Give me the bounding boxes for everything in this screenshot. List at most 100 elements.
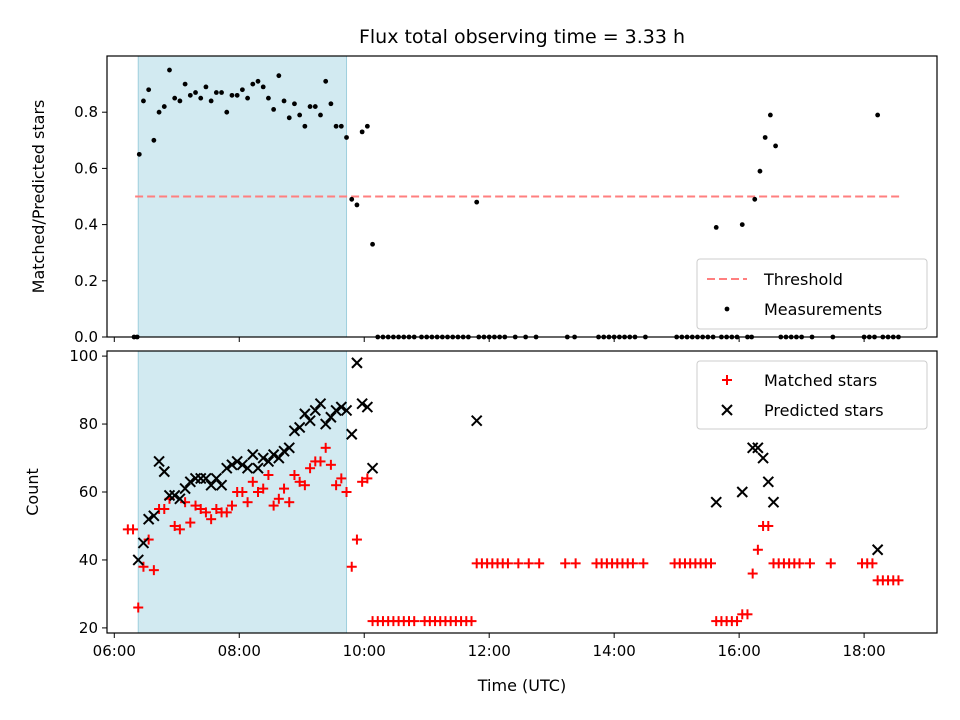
matched-star-point xyxy=(409,616,420,627)
matched-star-point xyxy=(195,503,206,514)
predicted-star-point xyxy=(366,462,379,474)
measurement-point xyxy=(281,98,287,104)
measurement-point xyxy=(167,67,172,73)
measurement-point xyxy=(767,112,773,118)
x-stroke-b xyxy=(226,459,238,471)
matched-star-point xyxy=(263,470,274,481)
predicted-star-point xyxy=(319,418,332,430)
matched-star-point xyxy=(284,497,295,508)
predicted-star-point xyxy=(871,544,884,556)
x-stroke-b xyxy=(168,489,181,502)
legend-measurements-label: Measurements xyxy=(764,300,882,319)
star-count-panel: 06:00 08:00 10:00 12:00 14:00 16:00 18:00 20 40 6… xyxy=(23,347,938,695)
x-tick-label: 18:00 xyxy=(842,642,885,660)
predicted-star-point xyxy=(231,455,243,468)
measurement-point xyxy=(229,92,235,98)
predicted-star-point xyxy=(757,452,769,464)
legend-plus-marker xyxy=(722,375,732,385)
matched-star-point xyxy=(732,616,743,627)
measurement-point xyxy=(292,101,297,107)
matched-star-point xyxy=(752,544,763,555)
x-tick-label: 08:00 xyxy=(218,642,261,660)
measurement-point xyxy=(302,123,308,129)
measurement-point xyxy=(271,106,277,112)
predicted-star-point xyxy=(195,472,207,485)
measurement-point xyxy=(255,78,261,84)
x-stroke-b xyxy=(299,408,311,420)
matched-star-point xyxy=(169,520,180,531)
measurement-point xyxy=(762,135,768,140)
measurement-point xyxy=(349,196,355,202)
x-stroke-b xyxy=(288,425,301,437)
x-stroke-b xyxy=(283,442,295,454)
predicted-star-point xyxy=(168,489,181,502)
predicted-star-point xyxy=(340,404,353,417)
measurement-point xyxy=(328,101,334,107)
predicted-star-point xyxy=(179,482,191,495)
matched-star-point xyxy=(534,558,545,569)
y-tick-label: 0.0 xyxy=(74,328,98,346)
x-stroke-b xyxy=(200,472,212,485)
matched-star-point xyxy=(336,473,347,484)
predicted-star-point xyxy=(158,465,170,478)
x-stroke-b xyxy=(361,401,374,413)
matched-star-point xyxy=(627,558,638,569)
matched-star-point xyxy=(159,503,170,514)
chart-title: Flux total observing time = 3.33 h xyxy=(359,26,685,48)
legend-matched-label: Matched stars xyxy=(764,371,877,390)
x-stroke-b xyxy=(210,472,223,485)
predicted-star-point xyxy=(132,554,144,566)
x-stroke-b xyxy=(304,414,316,427)
predicted-star-point xyxy=(252,462,264,474)
x-stroke-b xyxy=(179,482,191,495)
matched-star-point xyxy=(148,565,159,576)
x-stroke-b xyxy=(215,479,228,491)
x-stroke-b xyxy=(470,414,483,427)
legend-predicted-label: Predicted stars xyxy=(764,401,884,420)
x-stroke-b xyxy=(314,397,327,410)
matched-star-point xyxy=(346,561,357,572)
matched-star-point xyxy=(226,500,237,511)
matched-star-point xyxy=(143,534,154,545)
predicted-star-point xyxy=(174,493,186,505)
predicted-star-point xyxy=(351,357,363,369)
matched-star-point xyxy=(570,558,581,569)
x-stroke-b xyxy=(267,448,280,461)
predicted-star-point xyxy=(762,476,774,488)
x-stroke-b xyxy=(335,401,348,413)
matched-star-point xyxy=(706,558,717,569)
measurement-point xyxy=(198,95,204,101)
legend-box xyxy=(696,258,928,330)
star-count-legend: Matched stars Predicted stars xyxy=(696,360,928,430)
matched-star-point xyxy=(320,442,331,453)
matched-star-point xyxy=(523,558,534,569)
x-stroke-b xyxy=(762,476,774,488)
y-tick-label: 0.4 xyxy=(74,216,98,234)
matched-star-point xyxy=(357,476,368,487)
star-count-axis-ticks: 06:00 08:00 10:00 12:00 14:00 16:00 18:00 20 40 6… xyxy=(69,347,885,660)
x-stroke-b xyxy=(340,404,353,417)
y-tick-label: 0.2 xyxy=(74,272,98,290)
x-stroke-b xyxy=(132,554,144,566)
x-stroke-b xyxy=(746,442,759,454)
predicted-star-point xyxy=(278,445,290,457)
matched-star-point xyxy=(200,507,211,518)
y-tick-label: 60 xyxy=(79,483,98,501)
measurement-point xyxy=(151,137,157,143)
matched-star-point xyxy=(763,520,774,531)
measurement-point xyxy=(245,95,250,101)
x-stroke-b xyxy=(736,486,748,498)
matched-stars-series xyxy=(122,442,904,627)
predicted-star-point xyxy=(148,510,160,522)
predicted-star-point xyxy=(304,414,316,427)
flux-ratio-ylabel: Matched/Predicted stars xyxy=(29,100,48,294)
x-stroke-b xyxy=(757,452,769,464)
matched-star-point xyxy=(128,524,139,535)
matched-star-point xyxy=(893,575,904,586)
predicted-star-point xyxy=(330,404,342,417)
measurement-point xyxy=(739,222,745,228)
x-stroke-b xyxy=(148,510,160,522)
predicted-star-point xyxy=(236,459,249,471)
predicted-star-point xyxy=(262,455,275,468)
predicted-star-point xyxy=(226,459,238,471)
